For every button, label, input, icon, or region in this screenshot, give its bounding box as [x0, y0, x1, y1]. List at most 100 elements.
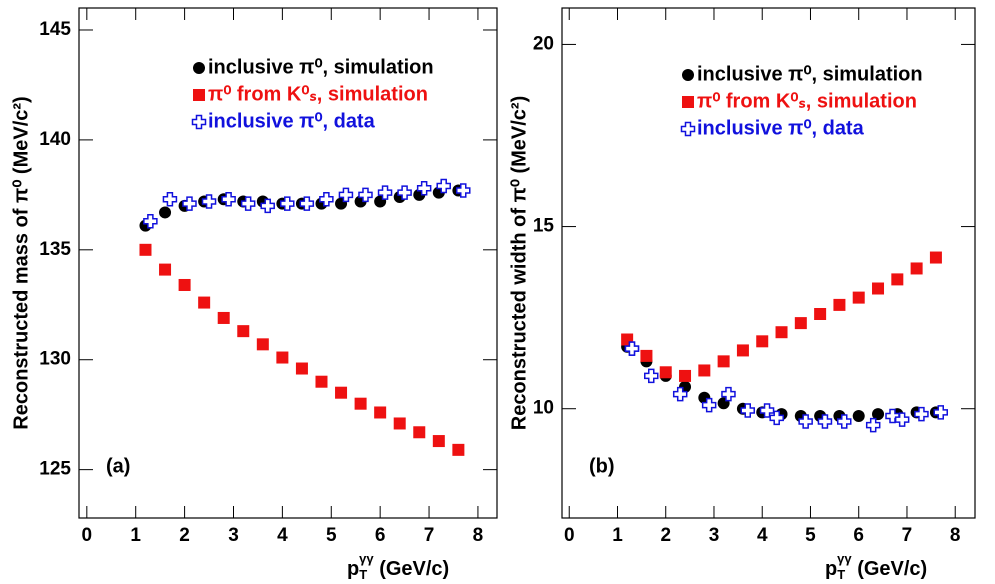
x-tick-label: 5: [326, 525, 337, 546]
panel-label: (b): [589, 455, 615, 477]
point: [139, 243, 152, 256]
point: [794, 317, 807, 330]
legend-marker: [680, 121, 696, 137]
y-axis-label: Reconstructed mass of π⁰ (MeV/c²): [10, 96, 32, 429]
point: [929, 251, 942, 264]
point: [775, 326, 788, 339]
x-tick-label: 3: [709, 525, 720, 546]
point: [217, 311, 230, 324]
point: [865, 417, 881, 433]
x-axis-label: pTγγ (GeV/c): [347, 551, 449, 582]
point: [178, 278, 191, 291]
x-tick-label: 4: [757, 525, 768, 546]
point: [679, 369, 692, 382]
point: [374, 406, 387, 419]
point: [260, 198, 275, 214]
point: [397, 185, 412, 200]
x-axis-label-sup: γγ: [359, 551, 374, 566]
point: [221, 192, 236, 207]
point: [680, 121, 696, 137]
point: [201, 194, 217, 209]
x-tick-label: 5: [805, 525, 816, 546]
point: [894, 412, 910, 427]
x-tick-label: 8: [950, 525, 961, 546]
point: [377, 185, 393, 200]
x-axis-label-part: p: [347, 558, 359, 580]
point: [659, 366, 672, 379]
y-tick-label: 145: [39, 19, 71, 40]
y-tick-label: 125: [39, 459, 71, 480]
point: [162, 192, 178, 207]
legend-label: inclusive π⁰, simulation: [697, 63, 923, 85]
point: [416, 181, 432, 196]
point: [798, 414, 813, 429]
x-tick-label: 6: [853, 525, 864, 546]
point: [159, 206, 172, 219]
x-tick-label: 6: [375, 525, 386, 546]
x-axis-label-sub: T: [837, 567, 845, 582]
point: [852, 410, 865, 422]
point: [456, 183, 471, 198]
y-tick-label: 140: [39, 129, 71, 150]
point: [640, 349, 653, 362]
x-tick-label: 7: [902, 525, 913, 546]
point: [335, 386, 348, 399]
point: [836, 414, 852, 429]
x-tick-label: 1: [130, 525, 141, 546]
point: [933, 405, 948, 420]
plot-frame: [78, 7, 498, 519]
x-axis-label-sup: γγ: [837, 551, 852, 566]
point: [852, 291, 865, 304]
point: [413, 426, 426, 439]
point: [814, 308, 827, 320]
point: [817, 414, 833, 429]
panel-label: (a): [106, 455, 130, 477]
point: [315, 375, 328, 388]
point: [256, 338, 269, 351]
point: [393, 417, 406, 430]
x-tick-label: 7: [424, 525, 435, 546]
legend-marker: [193, 89, 205, 101]
x-tick-label: 0: [564, 525, 575, 546]
legend-label: inclusive π⁰, simulation: [208, 56, 434, 78]
point: [682, 69, 694, 81]
point: [193, 89, 205, 101]
point: [358, 187, 373, 203]
legend-marker: [682, 96, 694, 108]
plot-frame: [561, 7, 976, 519]
point: [276, 351, 289, 364]
x-tick-label: 2: [660, 525, 671, 546]
point: [624, 341, 640, 356]
y-tick-label: 20: [533, 33, 554, 54]
y-tick-label: 130: [39, 349, 71, 370]
point: [891, 273, 904, 286]
point: [338, 187, 354, 203]
point: [240, 196, 256, 211]
point: [672, 386, 688, 402]
y-tick-label: 15: [533, 216, 555, 237]
x-tick-label: 2: [179, 525, 190, 546]
x-tick-label: 4: [277, 525, 288, 546]
legend-label: inclusive π⁰, data: [697, 117, 865, 139]
x-tick-label: 0: [82, 525, 93, 546]
x-axis-label-sub: T: [359, 567, 367, 582]
point: [191, 114, 207, 130]
point: [914, 406, 929, 422]
point: [452, 443, 465, 456]
x-axis-label-part: (GeV/c): [374, 558, 450, 580]
point: [698, 364, 711, 377]
point: [354, 397, 367, 410]
legend-marker: [191, 114, 207, 130]
point: [143, 213, 158, 229]
point: [182, 196, 197, 211]
y-tick-label: 10: [533, 398, 554, 419]
point: [319, 192, 334, 207]
legend-label: inclusive π⁰, data: [208, 110, 376, 132]
point: [432, 435, 445, 448]
y-axis-label: Reconstructed width of π⁰ (MeV/c²): [508, 96, 530, 430]
point: [833, 298, 846, 311]
point: [436, 178, 451, 194]
point: [237, 325, 250, 338]
point: [193, 62, 205, 74]
legend-marker: [682, 69, 694, 81]
